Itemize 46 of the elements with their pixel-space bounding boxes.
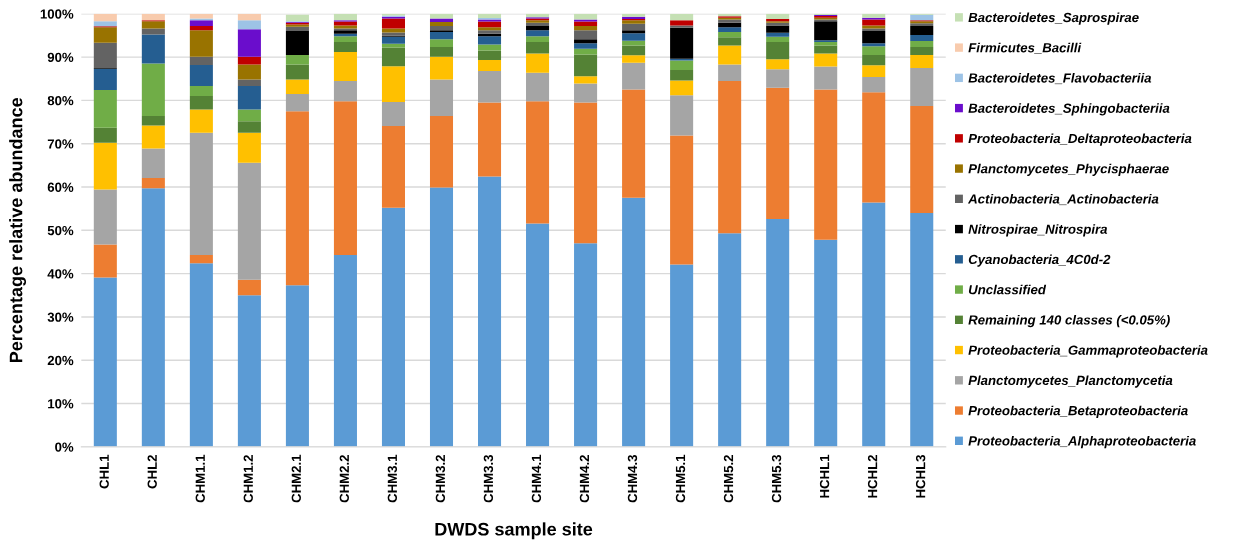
x-tick-label: HCHL3	[915, 454, 926, 498]
x-tick-label: CHM2.1	[291, 454, 301, 503]
y-tick-label: 20%	[47, 355, 74, 366]
y-axis-title: Percentage relative abundance	[9, 97, 27, 363]
y-tick-label: 50%	[47, 225, 74, 236]
y-tick-label: 0%	[55, 442, 74, 452]
x-tick-label: CHM4.1	[531, 454, 542, 503]
x-tick-label: CHM3.3	[483, 454, 494, 503]
x-tick-label: CHM5.2	[723, 455, 734, 503]
legend-label: Proteobacteria_Deltaproteobacteria	[968, 133, 1192, 146]
x-tick-label: CHM2.2	[339, 455, 349, 503]
y-tick-label: 90%	[47, 52, 74, 62]
x-tick-label: CHM1.2	[243, 455, 253, 503]
y-tick-label: 60%	[47, 182, 74, 192]
legend-label: Remaining 140 classes (<0.05%)	[968, 314, 1170, 328]
legend-label: Firmicutes_Bacilli	[968, 42, 1082, 54]
legend-label: Planctomycetes_Planctomycetia	[968, 375, 1173, 388]
x-axis-title: DWDS sample site	[435, 522, 593, 540]
x-tick-label: HCHL2	[867, 455, 878, 498]
x-tick-label: CHL2	[147, 455, 157, 489]
x-tick-label: CHM4.3	[627, 454, 638, 503]
x-tick-label: CHM3.2	[435, 455, 446, 503]
y-tick-label: 100%	[40, 9, 74, 19]
legend-label: Nitrospirae_Nitrospira	[968, 224, 1108, 237]
x-tick-label: CHM3.1	[387, 454, 398, 503]
legend-label: Proteobacteria_Gammaproteobacteria	[968, 345, 1208, 358]
y-tick-label: 10%	[48, 399, 74, 409]
x-tick-label: CHM5.3	[771, 454, 782, 503]
legend-label: Bacteroidetes_Flavobacteriia	[968, 72, 1152, 85]
x-tick-label: HCHL1	[819, 454, 830, 498]
x-tick-label: CHM1.1	[195, 454, 205, 503]
legend-label: Proteobacteria_Alphaproteobacteria	[968, 435, 1196, 449]
x-tick-label: CHL1	[99, 454, 109, 489]
legend-label: Proteobacteria_Betaproteobacteria	[968, 405, 1188, 418]
y-tick-label: 30%	[47, 312, 74, 322]
y-tick-label: 40%	[47, 269, 74, 279]
legend-label: Bacteroidetes_Saprospirae	[968, 12, 1139, 25]
legend-label: Unclassified	[968, 284, 1047, 295]
legend-label: Planctomycetes_Phycisphaerae	[968, 163, 1169, 176]
y-tick-label: 80%	[47, 95, 74, 106]
y-tick-label: 70%	[47, 139, 74, 149]
x-tick-label: CHM4.2	[579, 455, 590, 503]
legend-label: Cyanobacteria_4C0d-2	[968, 254, 1111, 267]
legend-label: Bacteroidetes_Sphingobacteriia	[968, 103, 1170, 116]
x-tick-label: CHM5.1	[675, 454, 686, 503]
legend-label: Actinobacteria_Actinobacteria	[967, 193, 1159, 206]
